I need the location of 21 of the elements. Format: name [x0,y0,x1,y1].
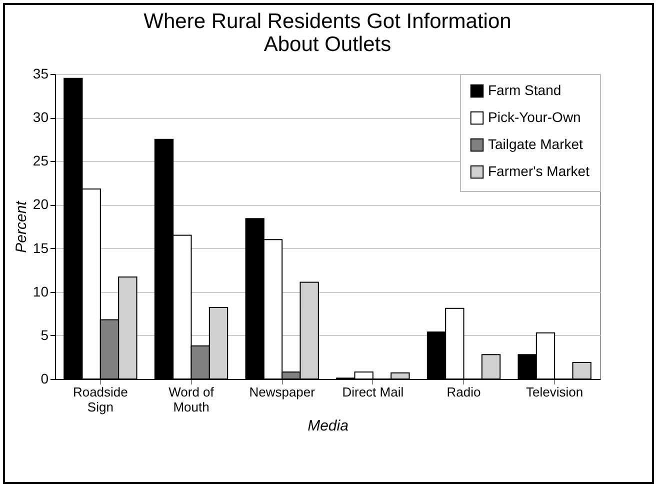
legend-label: Pick-Your-Own [488,109,581,125]
x-axis-title: Media [308,418,348,434]
y-tick-label: 5 [40,326,49,343]
chart-title: Where Rural Residents Got Information About Outlets [144,10,512,56]
x-tick-label: Radio [446,384,481,400]
y-tick-label: 15 [32,240,49,256]
x-tick-label: Television [526,384,584,400]
y-tick-label: 25 [32,152,49,169]
y-tick-label: 30 [32,109,49,126]
legend-label: Tailgate Market [488,136,584,152]
y-tick-label: 20 [32,196,49,212]
y-axis-title: Percent [12,200,30,253]
y-tick-label: 35 [32,66,49,82]
x-tick-label: Direct Mail [342,384,404,400]
legend-label: Farmer's Market [488,163,590,179]
y-tick-label: 0 [40,370,49,386]
x-tick-label: Roadside Sign [72,384,128,414]
x-tick-label: Newspaper [249,384,316,400]
x-tick-label: Word of Mouth [168,384,214,414]
y-tick-label: 10 [32,283,49,300]
legend-label: Farm Stand [488,82,562,98]
